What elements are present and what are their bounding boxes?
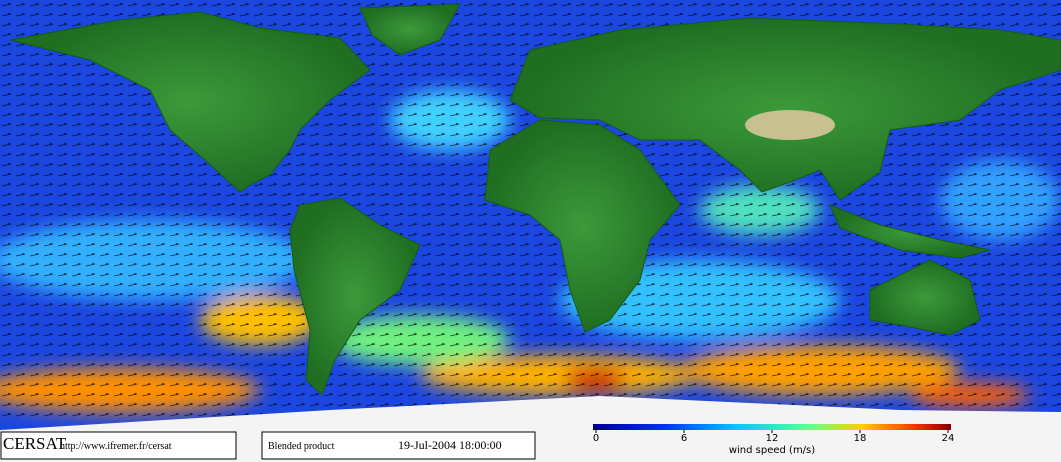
colorbar-ticks: 0 6 12 18 24: [593, 430, 955, 444]
brand-box: [0, 431, 237, 460]
colorbar-label: wind speed (m/s): [729, 445, 815, 456]
brand: CERSAT: [3, 434, 67, 453]
colorbar: [593, 424, 951, 430]
colorbar-tick-label: 0: [593, 433, 599, 444]
info-box: [261, 431, 536, 460]
url: http://www.ifremer.fr/cersat: [60, 441, 172, 452]
colorbar-tick-label: 24: [942, 433, 955, 444]
timestamp: 19-Jul-2004 18:00:00: [398, 438, 502, 452]
colorbar-tick-label: 18: [854, 433, 867, 444]
product: Blended product: [268, 441, 335, 452]
colorbar-tick-label: 6: [681, 433, 687, 444]
colorbar-tick-label: 12: [766, 433, 779, 444]
continents: [9, 3, 1061, 396]
plateau: [745, 110, 835, 140]
